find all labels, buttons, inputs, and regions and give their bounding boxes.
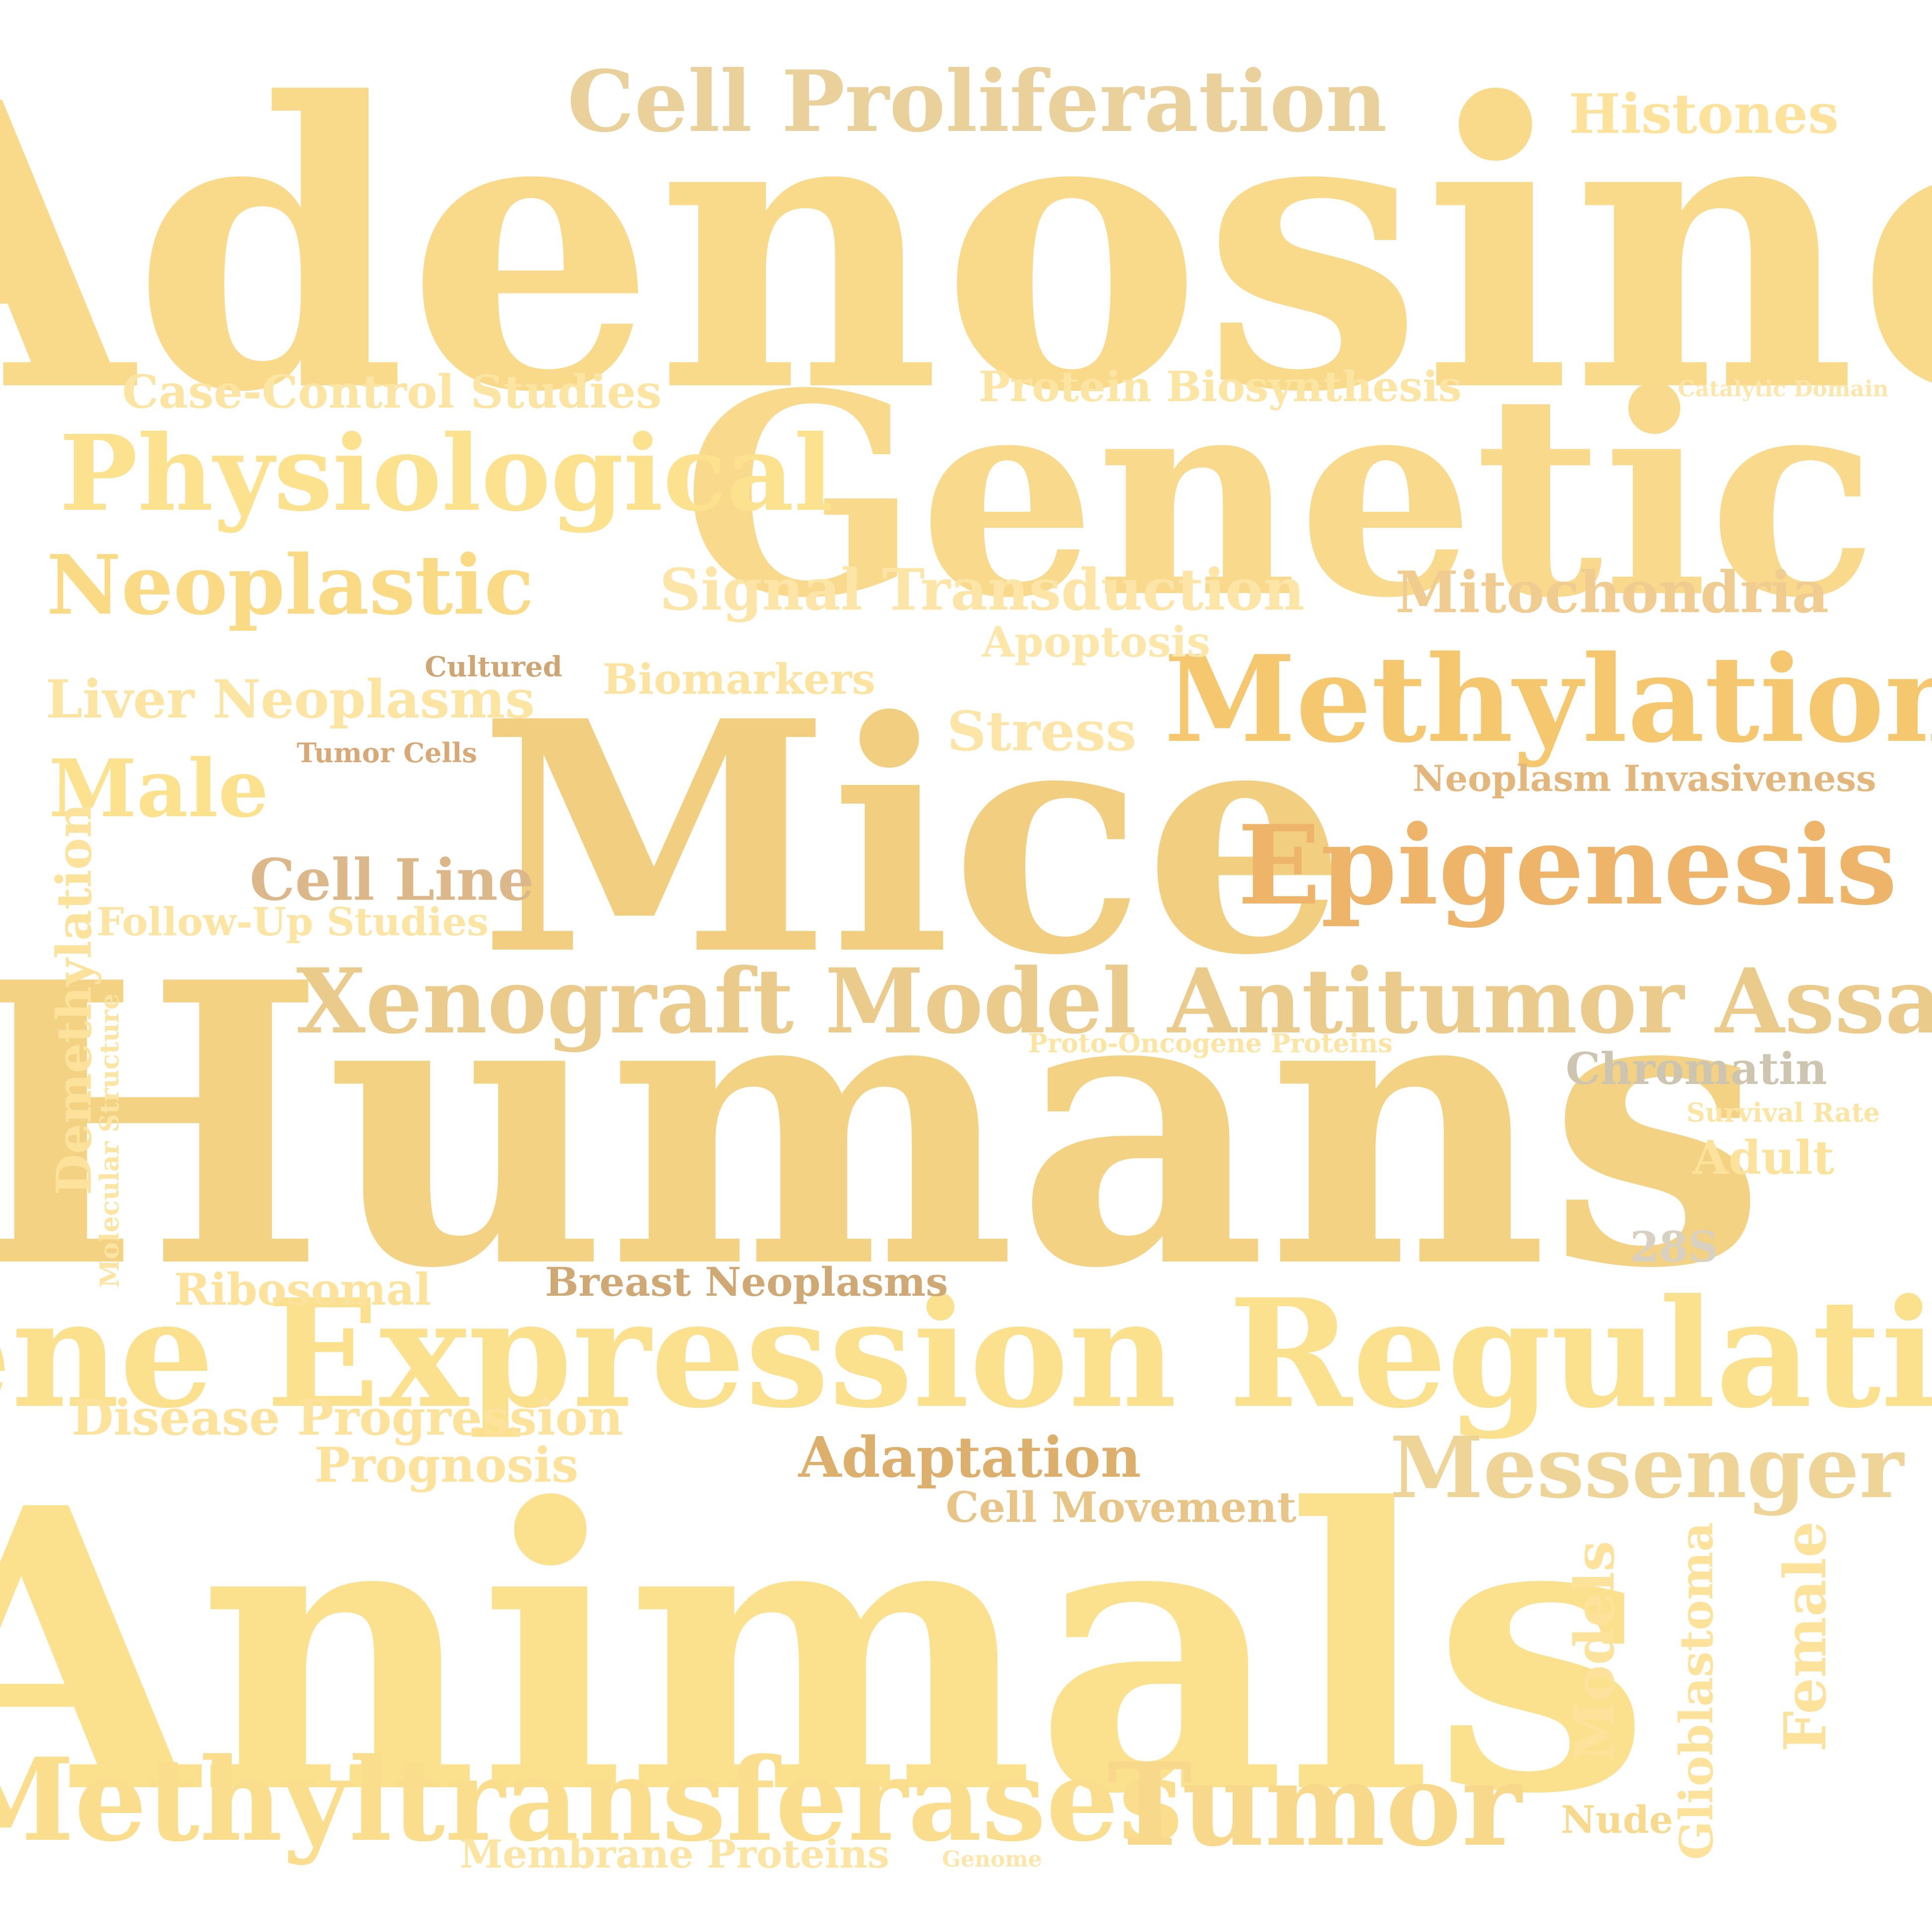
word-cell-movement: Cell Movement (945, 1483, 1297, 1532)
word-gene-expression-regulation: Gene Expression Regulation (0, 1266, 1932, 1441)
word-adaptation: Adaptation (798, 1425, 1141, 1490)
word-cell-line: Cell Line (249, 846, 534, 914)
word-male: Male (49, 742, 269, 835)
word-breast-neoplasms: Breast Neoplasms (545, 1259, 948, 1305)
word-animals: Animals (0, 1424, 1651, 1878)
word-female: Female (1772, 1521, 1839, 1752)
word-neoplasm-invasiveness: Neoplasm Invasiveness (1412, 757, 1876, 799)
word-models: Models (1562, 1541, 1626, 1762)
word-adenosine: Adenosine (0, 18, 1932, 478)
word-mice: Mice (479, 652, 1347, 1025)
word-signal-transduction: Signal Transduction (659, 556, 1305, 624)
word-humans: Humans (0, 899, 1766, 1353)
word-prognosis: Prognosis (314, 1437, 579, 1493)
word-protein-biosynthesis: Protein Biosynthesis (979, 362, 1462, 411)
word-genetic: Genetic (682, 333, 1878, 659)
word-epigenesis: Epigenesis (1237, 801, 1898, 929)
word-catalytic-domain: Catalytic Domain (1678, 376, 1889, 402)
word-neoplastic: Neoplastic (46, 537, 534, 633)
word-tumor: Tumor (1107, 1738, 1522, 1872)
word-28s: 28S (1630, 1222, 1718, 1271)
word-disease-progression: Disease Progression (71, 1389, 623, 1447)
word-messenger: Messenger (1389, 1418, 1904, 1517)
word-genome: Genome (942, 1847, 1042, 1872)
word-xenograft-model-antitumor-assays: Xenograft Model Antitumor Assays (296, 949, 1932, 1054)
word-tumor-cells: Tumor Cells (297, 737, 477, 769)
word-liver-neoplasms: Liver Neoplasms (45, 668, 535, 730)
word-membrane-proteins: Membrane Proteins (460, 1832, 889, 1877)
word-mitochondria: Mitochondria (1395, 559, 1829, 626)
word-cell-proliferation: Cell Proliferation (567, 52, 1387, 151)
word-survival-rate: Survival Rate (1686, 1098, 1880, 1128)
word-follow-up-studies: Follow-Up Studies (96, 900, 489, 945)
word-glioblastoma: Glioblastoma (1670, 1522, 1723, 1860)
word-methyltransferases: Methyltransferases (0, 1733, 1183, 1867)
word-molecular-structure: Molecular Structure (95, 993, 125, 1288)
word-physiological: Physiological (59, 412, 834, 535)
word-adult: Adult (1692, 1131, 1835, 1185)
word-case-control-studies: Case-Control Studies (122, 365, 662, 419)
word-ribosomal: Ribosomal (174, 1264, 432, 1315)
word-apoptosis: Apoptosis (982, 617, 1210, 666)
word-chromatin: Chromatin (1565, 1043, 1827, 1094)
word-proto-oncogene-proteins: Proto-Oncogene Proteins (1028, 1028, 1393, 1059)
word-methylation: Methylation (1164, 629, 1932, 769)
word-histones: Histones (1569, 82, 1839, 146)
word-cultured: Cultured (425, 651, 562, 683)
word-nude: Nude (1560, 1798, 1674, 1842)
word-demethylation: Demethylation (46, 803, 102, 1196)
word-biomarkers: Biomarkers (603, 655, 875, 704)
word-stress: Stress (946, 699, 1137, 763)
